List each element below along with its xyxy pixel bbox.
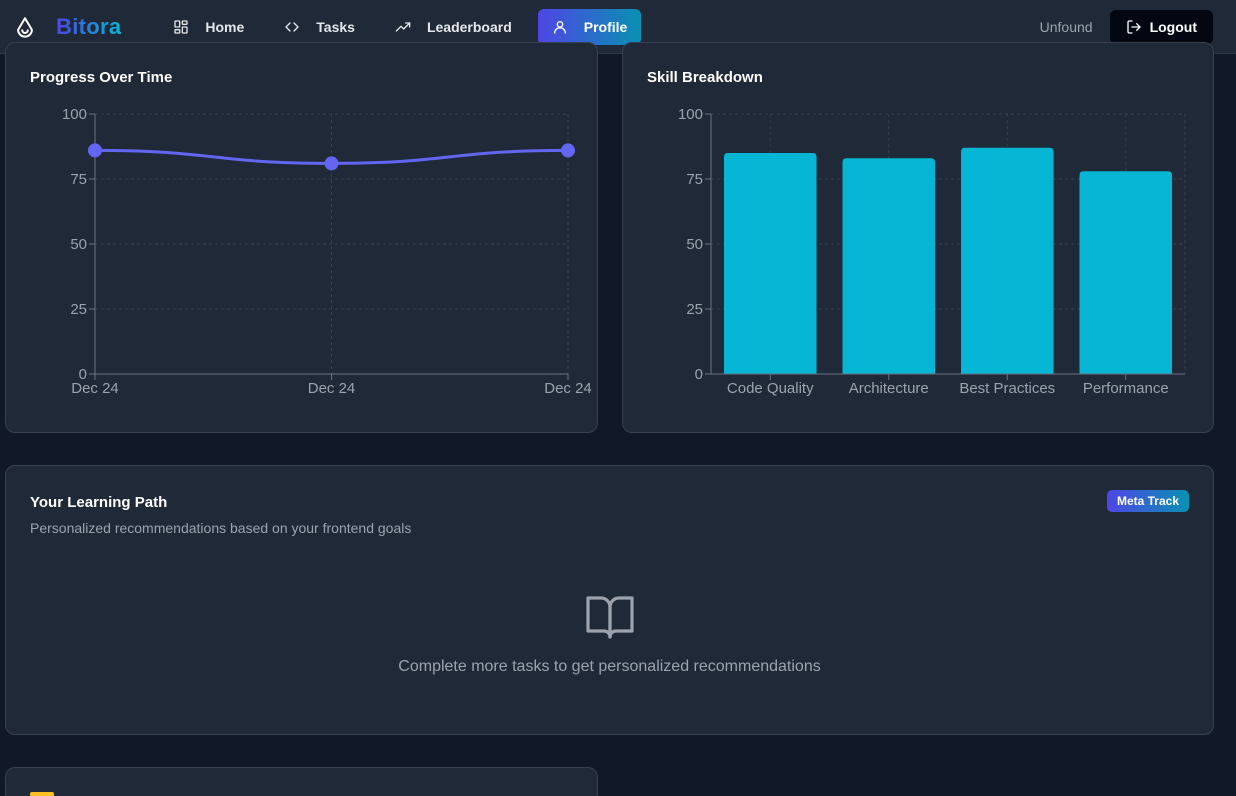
card-title: Your Learning Path: [30, 494, 168, 511]
x-tick-label: Performance: [1083, 380, 1169, 397]
nav-item-leaderboard[interactable]: Leaderboard: [381, 9, 526, 45]
logo-icon: [17, 16, 33, 38]
brand[interactable]: Bitora: [14, 14, 121, 40]
nav-item-label: Home: [205, 18, 245, 35]
next-card: [5, 767, 598, 796]
bar: [724, 153, 817, 374]
progress-card: Progress Over Time 0 25 50 75 100 Dec 24 Dec 2…: [5, 42, 598, 433]
nav-item-label: Profile: [583, 18, 628, 35]
next-card-title-stub: [30, 792, 54, 796]
y-tick-label: 100: [678, 106, 703, 123]
y-tick-label: 75: [70, 171, 87, 188]
username: Unfound: [1039, 18, 1093, 35]
card-title: Skill Breakdown: [647, 69, 763, 86]
user-icon: [553, 20, 566, 34]
x-tick-label: Architecture: [849, 380, 929, 397]
code-icon: [285, 21, 299, 32]
nav-right: Unfound Logout: [1039, 9, 1213, 44]
data-point: [561, 143, 575, 158]
y-tick-label: 25: [70, 301, 87, 318]
nav-item-profile[interactable]: Profile: [537, 8, 642, 45]
main-nav: Home Tasks Leaderboard Profile: [159, 8, 653, 45]
nav-item-label: Leaderboard: [426, 18, 512, 35]
empty-state-text: Complete more tasks to get personalized …: [398, 658, 821, 675]
x-tick-label: Dec 24: [544, 380, 592, 397]
y-tick-label: 25: [686, 301, 703, 318]
y-tick-label: 0: [79, 366, 87, 383]
x-tick-label: Best Practices: [959, 380, 1055, 397]
x-tick-label: Code Quality: [727, 380, 814, 397]
brand-name: Bitora: [56, 13, 122, 39]
bar: [842, 158, 935, 374]
y-tick-label: 50: [686, 236, 703, 253]
x-tick-label: Dec 24: [308, 380, 356, 397]
trending-up-icon: [395, 21, 411, 32]
grid-icon: [174, 19, 189, 34]
logout-button[interactable]: Logout: [1109, 9, 1213, 44]
logout-label: Logout: [1149, 18, 1197, 35]
book-open-icon: [585, 596, 634, 639]
y-tick-label: 100: [62, 106, 87, 123]
progress-line-chart: 0 25 50 75 100 Dec 24 Dec 24 Dec 24: [62, 106, 592, 397]
learning-path-card: Your Learning Path Meta Track Personaliz…: [5, 465, 1214, 735]
card-title: Progress Over Time: [30, 69, 173, 86]
card-subtitle: Personalized recommendations based on yo…: [30, 520, 412, 536]
nav-item-home[interactable]: Home: [159, 9, 258, 45]
track-badge: Meta Track: [1106, 490, 1189, 512]
empty-state: Complete more tasks to get personalized …: [6, 594, 1213, 676]
nav-item-label: Tasks: [316, 18, 355, 35]
logout-icon: [1126, 19, 1141, 34]
bar: [961, 147, 1054, 374]
y-tick-label: 0: [695, 366, 703, 383]
data-point: [88, 143, 102, 158]
y-tick-label: 50: [70, 236, 87, 253]
skill-bar-chart: 0 25 50 75 100 Code Quality Architecture Best P…: [678, 106, 1186, 397]
bar: [1079, 171, 1172, 374]
y-tick-label: 75: [686, 171, 703, 188]
skill-card: Skill Breakdown 0 25 50 75 100 Code Quality Ar…: [622, 42, 1214, 433]
data-point: [324, 156, 339, 171]
x-tick-label: Dec 24: [71, 380, 119, 397]
nav-item-tasks[interactable]: Tasks: [270, 9, 369, 45]
